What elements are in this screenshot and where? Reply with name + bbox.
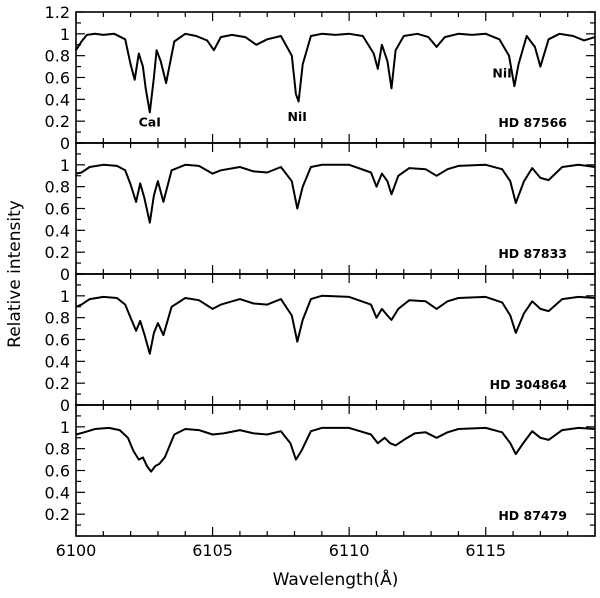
star-name-label: HD 87479 — [498, 508, 567, 523]
y-tick-label: 0.8 — [45, 47, 70, 66]
y-tick-label: 0.4 — [45, 352, 70, 371]
star-name-label: HD 87833 — [498, 246, 567, 261]
y-tick-label: 0.6 — [45, 462, 70, 481]
y-tick-label: 1 — [60, 156, 70, 175]
x-tick-label: 6115 — [465, 541, 506, 560]
line-annotation: NiI — [492, 66, 511, 81]
x-tick-label: 6100 — [56, 541, 97, 560]
line-annotation: CaI — [139, 115, 161, 130]
x-tick-label: 6110 — [329, 541, 370, 560]
y-tick-label: 0.8 — [45, 178, 70, 197]
y-tick-label: 1 — [60, 418, 70, 437]
y-tick-label: 0.4 — [45, 90, 70, 109]
y-tick-label: 0.2 — [45, 112, 70, 131]
y-tick-label: 0.8 — [45, 440, 70, 459]
y-tick-label: 0.2 — [45, 505, 70, 524]
y-tick-label: 0.8 — [45, 309, 70, 328]
x-tick-label: 6105 — [192, 541, 233, 560]
y-tick-label: 0.6 — [45, 200, 70, 219]
y-tick-label: 0.6 — [45, 69, 70, 88]
y-tick-label: 0.2 — [45, 374, 70, 393]
line-annotation: NiI — [288, 109, 307, 124]
spectrum-line — [75, 32, 596, 114]
y-tick-label: 0.4 — [45, 221, 70, 240]
y-tick-label: 0 — [60, 134, 70, 153]
spectrum-line — [75, 426, 596, 473]
y-tick-label: 0.2 — [45, 243, 70, 262]
y-tick-label: 0.4 — [45, 483, 70, 502]
y-tick-label: 1.2 — [45, 3, 70, 22]
y-tick-label: 0 — [60, 265, 70, 284]
y-tick-label: 1 — [60, 287, 70, 306]
spectrum-line — [75, 294, 596, 355]
y-tick-label: 0 — [60, 396, 70, 415]
star-name-label: HD 304864 — [490, 377, 568, 392]
y-tick-label: 0.6 — [45, 331, 70, 350]
star-name-label: HD 87566 — [498, 115, 567, 130]
spectrum-line — [75, 163, 596, 224]
y-tick-label: 1 — [60, 25, 70, 44]
y-axis-title: Relative intensity — [5, 200, 25, 348]
x-axis-title: Wavelength(Å) — [273, 568, 399, 590]
